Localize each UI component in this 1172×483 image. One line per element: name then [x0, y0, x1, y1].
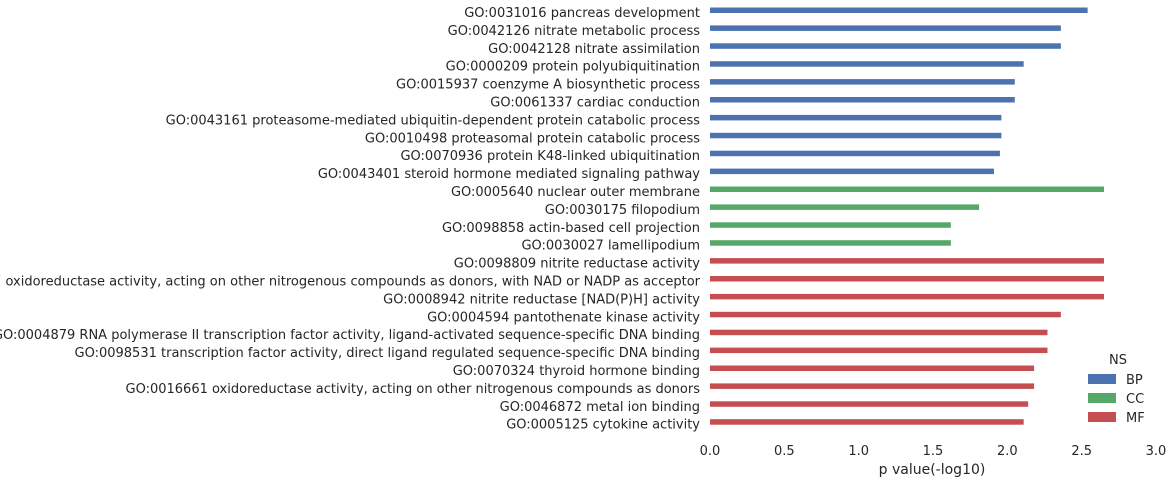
bar-cc — [710, 204, 980, 210]
x-tick-label: 0.0 — [700, 444, 721, 459]
category-label: GO:0070324 thyroid hormone binding — [453, 364, 700, 379]
x-axis-label: p value(-log10) — [879, 462, 986, 478]
bar-cc — [710, 240, 951, 246]
category-label: GO:0010498 proteasomal protein catabolic… — [365, 131, 700, 146]
legend-label-mf: MF — [1126, 411, 1145, 426]
category-label: GO:0005640 nuclear outer membrane — [451, 185, 700, 200]
legend-label-bp: BP — [1126, 373, 1143, 388]
x-tick-label: 3.0 — [1146, 444, 1167, 459]
bar-mf — [710, 276, 1104, 282]
bar-bp — [710, 97, 1015, 103]
bar-bp — [710, 168, 994, 175]
bar-cc — [710, 186, 1104, 192]
legend-swatch-cc — [1088, 393, 1116, 403]
legend-title: NS — [1109, 353, 1127, 368]
category-label: GO:0008942 nitrite reductase [NAD(P)H] a… — [383, 292, 700, 307]
x-tick-label: 0.5 — [774, 444, 795, 459]
x-axis-ticks: 0.0 0.5 1.0 1.5 2.0 2.5 3.0 — [700, 444, 1167, 459]
category-label: GO:0098531 transcription factor activity… — [75, 346, 700, 361]
x-tick-label: 1.0 — [848, 444, 869, 459]
category-label: GO:0042128 nitrate assimilation — [488, 42, 700, 57]
bar-bp — [710, 150, 1000, 157]
category-label: GO:0016661 oxidoreductase activity, acti… — [126, 382, 701, 397]
bar-bp — [710, 114, 1002, 121]
bar-mf — [710, 419, 1024, 425]
category-label: GO:0061337 cardiac conduction — [490, 96, 700, 111]
bar-mf — [710, 383, 1035, 389]
bar-bp — [710, 25, 1061, 31]
bar-mf — [710, 365, 1035, 371]
category-label: GO:0098809 nitrite reductase activity — [454, 257, 701, 272]
bars — [710, 7, 1104, 425]
category-label: GO:0098858 actin-based cell projection — [442, 221, 700, 236]
x-tick-label: 1.5 — [923, 444, 944, 459]
category-label: GO:0070936 protein K48-linked ubiquitina… — [400, 149, 700, 164]
legend-swatch-mf — [1088, 412, 1116, 422]
category-label: GO:0015937 coenzyme A biosynthetic proce… — [396, 78, 700, 93]
bar-bp — [710, 132, 1002, 139]
bar-mf — [710, 293, 1104, 300]
category-label: GO:0042126 nitrate metabolic process — [448, 24, 701, 39]
bar-mf — [710, 329, 1048, 336]
category-label: GO:0046872 metal ion binding — [500, 400, 700, 415]
category-label: GO:0030175 filopodium — [545, 203, 700, 218]
x-tick-label: 2.0 — [997, 444, 1018, 459]
category-label: GO:0005125 cytokine activity — [506, 418, 700, 433]
bar-bp — [710, 61, 1024, 67]
category-label: GO:0004879 RNA polymerase II transcripti… — [0, 328, 700, 343]
bar-bp — [710, 79, 1015, 85]
bar-bp — [710, 7, 1088, 13]
bar-mf — [710, 311, 1061, 318]
bar-mf — [710, 347, 1048, 354]
category-label: GO:0030027 lamellipodium — [521, 239, 700, 254]
bar-cc — [710, 222, 951, 228]
category-label: GO:0043161 proteasome-mediated ubiquitin… — [166, 113, 701, 128]
category-label: GO:0031016 pancreas development — [464, 6, 700, 21]
bar-bp — [710, 43, 1061, 49]
x-tick-label: 2.5 — [1071, 444, 1092, 459]
category-labels: GO:0031016 pancreas development GO:004212… — [0, 6, 701, 433]
category-label: GO:0043401 steroid hormone mediated sign… — [318, 167, 700, 182]
category-label: GO:0000209 protein polyubiquitination — [446, 60, 700, 75]
legend-label-cc: CC — [1126, 392, 1144, 407]
category-label: GO:0046857 oxidoreductase activity, acti… — [0, 275, 701, 290]
bar-mf — [710, 401, 1029, 407]
category-label: GO:0004594 pantothenate kinase activity — [427, 310, 700, 325]
legend: NS BP CC MF — [1088, 353, 1145, 426]
legend-swatch-bp — [1088, 374, 1116, 384]
bar-mf — [710, 258, 1104, 264]
